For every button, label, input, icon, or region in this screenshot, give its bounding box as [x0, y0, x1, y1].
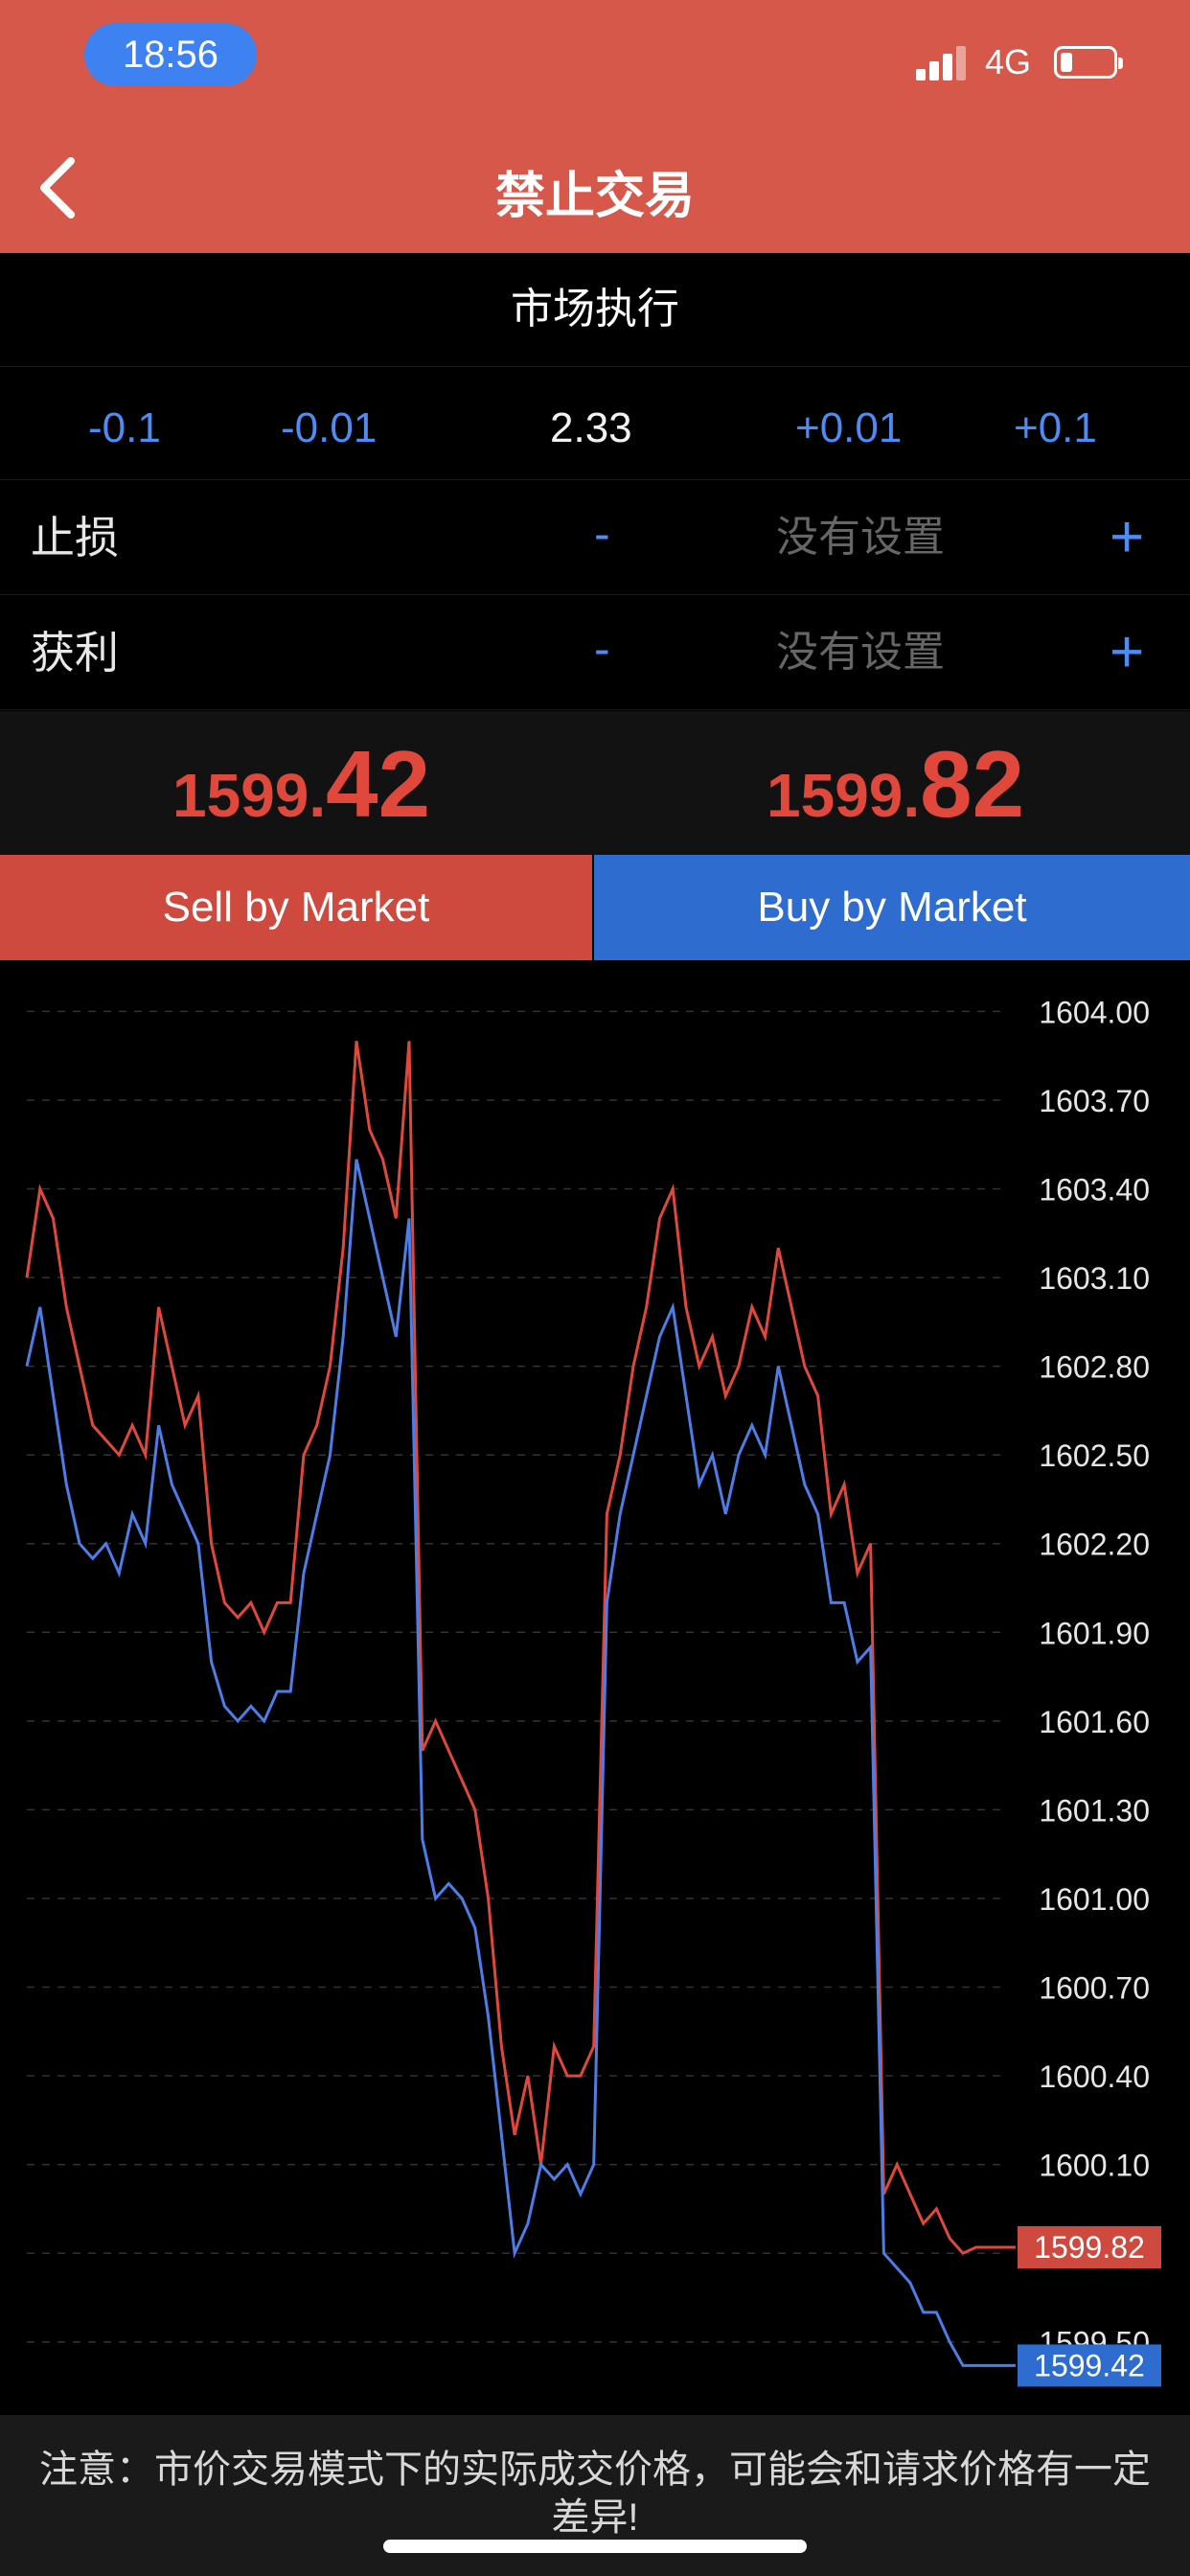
volume-row: -0.1 -0.01 2.33 +0.01 +0.1 — [0, 366, 1190, 480]
y-tick-label: 1602.50 — [1039, 1438, 1150, 1473]
home-indicator[interactable] — [383, 2540, 807, 2553]
y-tick-label: 1604.00 — [1039, 995, 1150, 1029]
execution-mode-selector[interactable]: 市场执行 — [0, 253, 1190, 367]
page-title: 禁止交易 — [494, 169, 695, 224]
sell-price-pips: 42 — [326, 731, 431, 837]
ask-price-tag: 1599.82 — [1034, 2230, 1145, 2265]
sell-price-main: 1599. — [172, 761, 327, 830]
volume-plus-0.1-button[interactable]: +0.1 — [1014, 404, 1097, 451]
ask-line — [25, 1041, 1016, 2256]
stop-loss-row: 止损 - 没有设置 + — [0, 481, 1190, 595]
take-profit-label: 获利 — [31, 628, 119, 678]
stop-loss-value[interactable]: 没有设置 — [776, 514, 945, 561]
y-tick-label: 1603.40 — [1039, 1173, 1150, 1208]
price-chart[interactable]: 1604.00 1603.70 1603.40 1603.10 1602.80 1602.… — [0, 968, 1190, 2415]
stop-loss-label: 止损 — [31, 513, 119, 563]
bid-price-tag-bg — [1018, 2344, 1161, 2387]
take-profit-value[interactable]: 没有设置 — [776, 629, 945, 676]
sell-by-market-button[interactable]: Sell by Market — [0, 855, 594, 960]
y-tick-label: 1600.70 — [1039, 1971, 1150, 2006]
take-profit-minus-button[interactable]: - — [594, 622, 610, 676]
y-tick-label: 1600.10 — [1039, 2149, 1150, 2183]
volume-plus-0.01-button[interactable]: +0.01 — [795, 404, 903, 451]
take-profit-plus-button[interactable]: + — [1110, 619, 1145, 685]
y-tick-label: 1602.80 — [1039, 1350, 1150, 1385]
y-tick-label: 1603.10 — [1039, 1261, 1150, 1296]
volume-minus-0.1-button[interactable]: -0.1 — [88, 404, 161, 451]
status-time: 18:56 — [84, 23, 257, 86]
y-tick-label: 1603.70 — [1039, 1084, 1150, 1118]
ask-price-tag-bg — [1018, 2226, 1161, 2268]
sell-price: 1599.42 — [172, 730, 430, 839]
volume-value[interactable]: 2.33 — [550, 404, 632, 451]
volume-minus-0.01-button[interactable]: -0.01 — [281, 404, 378, 451]
bid-line — [25, 1159, 1016, 2367]
signal-icon — [916, 46, 970, 80]
bid-price-tag: 1599.42 — [1034, 2348, 1145, 2382]
price-row: 1599.42 1599.82 — [0, 711, 1190, 855]
buy-price-pips: 82 — [920, 731, 1025, 837]
header-bar: 18:56 4G 禁止交易 — [0, 0, 1190, 253]
take-profit-row: 获利 - 没有设置 + — [0, 596, 1190, 710]
buy-price-main: 1599. — [767, 761, 921, 830]
y-tick-label: 1600.40 — [1039, 2059, 1150, 2094]
stop-loss-minus-button[interactable]: - — [594, 507, 610, 561]
stop-loss-plus-button[interactable]: + — [1110, 504, 1145, 570]
y-tick-label: 1601.60 — [1039, 1705, 1150, 1739]
y-tick-label: 1601.90 — [1039, 1616, 1150, 1650]
y-tick-label: 1602.20 — [1039, 1528, 1150, 1562]
battery-icon — [1054, 46, 1123, 79]
buy-by-market-button[interactable]: Buy by Market — [594, 855, 1190, 960]
y-tick-label: 1601.00 — [1039, 1882, 1150, 1917]
network-type: 4G — [985, 42, 1032, 81]
chevron-left-icon[interactable] — [29, 153, 96, 220]
y-tick-label: 1601.30 — [1039, 1793, 1150, 1828]
buy-price: 1599.82 — [767, 730, 1024, 839]
